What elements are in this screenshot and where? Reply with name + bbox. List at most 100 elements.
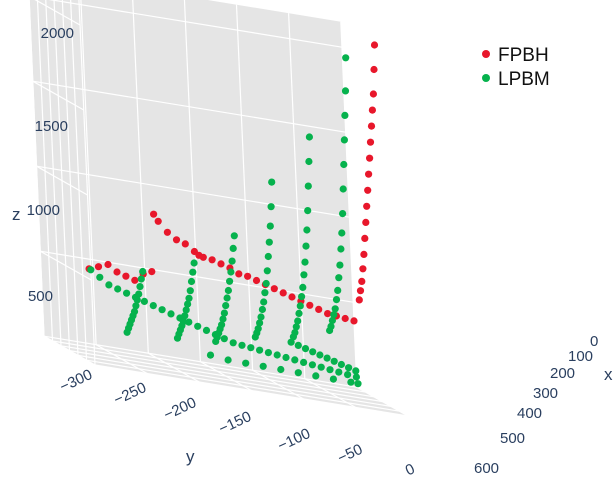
data-point-lpbm[interactable] [133, 296, 141, 304]
data-point-lpbm[interactable] [262, 279, 270, 288]
data-point-fpbh[interactable] [356, 287, 365, 295]
data-point-fpbh[interactable] [235, 270, 243, 278]
data-point-lpbm[interactable] [295, 309, 303, 317]
data-point-lpbm[interactable] [212, 337, 220, 345]
data-point-lpbm[interactable] [326, 326, 334, 335]
data-point-lpbm[interactable] [282, 353, 290, 362]
data-point-fpbh[interactable] [364, 186, 372, 194]
data-point-fpbh[interactable] [365, 170, 373, 178]
data-point-fpbh[interactable] [94, 263, 103, 271]
data-point-lpbm[interactable] [337, 245, 345, 253]
data-point-lpbm[interactable] [294, 317, 302, 325]
data-point-lpbm[interactable] [329, 375, 337, 383]
data-point-fpbh[interactable] [370, 41, 379, 49]
data-point-lpbm[interactable] [292, 323, 300, 331]
data-point-lpbm[interactable] [300, 271, 308, 279]
data-point-lpbm[interactable] [202, 326, 211, 334]
data-point-lpbm[interactable] [345, 364, 353, 372]
data-point-lpbm[interactable] [308, 361, 316, 369]
data-point-lpbm[interactable] [340, 136, 348, 144]
data-point-lpbm[interactable] [149, 302, 157, 310]
data-point-lpbm[interactable] [224, 356, 232, 364]
data-point-lpbm[interactable] [219, 315, 227, 323]
data-point-fpbh[interactable] [252, 276, 261, 285]
data-point-lpbm[interactable] [331, 305, 339, 313]
data-point-lpbm[interactable] [347, 378, 355, 386]
data-point-lpbm[interactable] [317, 363, 325, 371]
data-point-lpbm[interactable] [123, 289, 131, 297]
data-point-lpbm[interactable] [132, 302, 140, 310]
data-point-lpbm[interactable] [265, 238, 273, 246]
data-point-lpbm[interactable] [226, 277, 234, 285]
data-point-fpbh[interactable] [361, 234, 369, 242]
data-point-lpbm[interactable] [259, 362, 267, 370]
data-point-lpbm[interactable] [223, 294, 231, 302]
data-point-fpbh[interactable] [366, 138, 375, 146]
data-point-lpbm[interactable] [182, 306, 190, 314]
data-point-lpbm[interactable] [342, 54, 350, 62]
data-point-lpbm[interactable] [352, 367, 360, 375]
data-point-fpbh[interactable] [122, 272, 130, 280]
data-point-lpbm[interactable] [302, 242, 310, 250]
data-point-lpbm[interactable] [266, 222, 274, 230]
data-point-lpbm[interactable] [258, 305, 266, 314]
data-point-fpbh[interactable] [270, 285, 278, 293]
data-point-lpbm[interactable] [220, 309, 228, 317]
data-point-lpbm[interactable] [140, 297, 148, 305]
data-point-fpbh[interactable] [324, 310, 332, 318]
data-point-lpbm[interactable] [181, 312, 189, 320]
data-point-lpbm[interactable] [330, 357, 338, 365]
data-point-lpbm[interactable] [305, 133, 313, 141]
data-point-fpbh[interactable] [360, 250, 368, 258]
data-point-fpbh[interactable] [362, 218, 370, 226]
data-point-lpbm[interactable] [296, 302, 304, 310]
data-point-fpbh[interactable] [148, 268, 156, 276]
legend-item-fpbh[interactable]: FPBH [482, 45, 549, 66]
data-point-lpbm[interactable] [136, 283, 144, 291]
data-point-fpbh[interactable] [150, 210, 158, 218]
data-point-lpbm[interactable] [229, 244, 237, 252]
data-point-fpbh[interactable] [359, 265, 367, 273]
data-point-fpbh[interactable] [279, 289, 287, 297]
data-point-fpbh[interactable] [217, 260, 225, 268]
data-point-lpbm[interactable] [338, 229, 346, 237]
data-point-lpbm[interactable] [340, 160, 348, 169]
data-point-fpbh[interactable] [181, 240, 189, 248]
data-point-lpbm[interactable] [294, 369, 302, 377]
data-point-lpbm[interactable] [189, 268, 197, 276]
data-point-fpbh[interactable] [113, 268, 121, 276]
data-point-fpbh[interactable] [350, 317, 358, 325]
data-point-lpbm[interactable] [206, 351, 215, 359]
data-point-lpbm[interactable] [354, 380, 362, 388]
data-point-fpbh[interactable] [154, 217, 162, 225]
data-point-lpbm[interactable] [242, 359, 250, 367]
data-point-lpbm[interactable] [268, 178, 276, 186]
data-point-lpbm[interactable] [337, 360, 345, 369]
data-point-lpbm[interactable] [352, 373, 360, 381]
data-point-lpbm[interactable] [186, 287, 194, 295]
data-point-lpbm[interactable] [137, 275, 145, 283]
data-point-lpbm[interactable] [277, 365, 285, 374]
data-point-lpbm[interactable] [344, 371, 352, 379]
data-point-lpbm[interactable] [328, 316, 336, 325]
data-point-lpbm[interactable] [230, 232, 238, 240]
data-point-lpbm[interactable] [264, 252, 272, 261]
data-point-lpbm[interactable] [238, 341, 246, 349]
data-point-fpbh[interactable] [355, 296, 363, 304]
data-point-lpbm[interactable] [229, 339, 237, 347]
data-point-fpbh[interactable] [370, 65, 378, 74]
data-point-lpbm[interactable] [341, 87, 350, 95]
data-point-lpbm[interactable] [167, 310, 175, 318]
data-point-lpbm[interactable] [224, 286, 232, 295]
data-point-fpbh[interactable] [131, 276, 139, 284]
data-point-fpbh[interactable] [208, 256, 216, 264]
data-point-fpbh[interactable] [172, 236, 181, 244]
data-point-lpbm[interactable] [273, 351, 281, 359]
data-point-fpbh[interactable] [104, 260, 112, 269]
data-point-fpbh[interactable] [163, 228, 171, 236]
data-point-fpbh[interactable] [363, 202, 371, 210]
data-point-lpbm[interactable] [304, 207, 312, 215]
data-point-lpbm[interactable] [300, 358, 308, 366]
data-point-lpbm[interactable] [220, 335, 228, 343]
data-point-lpbm[interactable] [135, 290, 143, 298]
